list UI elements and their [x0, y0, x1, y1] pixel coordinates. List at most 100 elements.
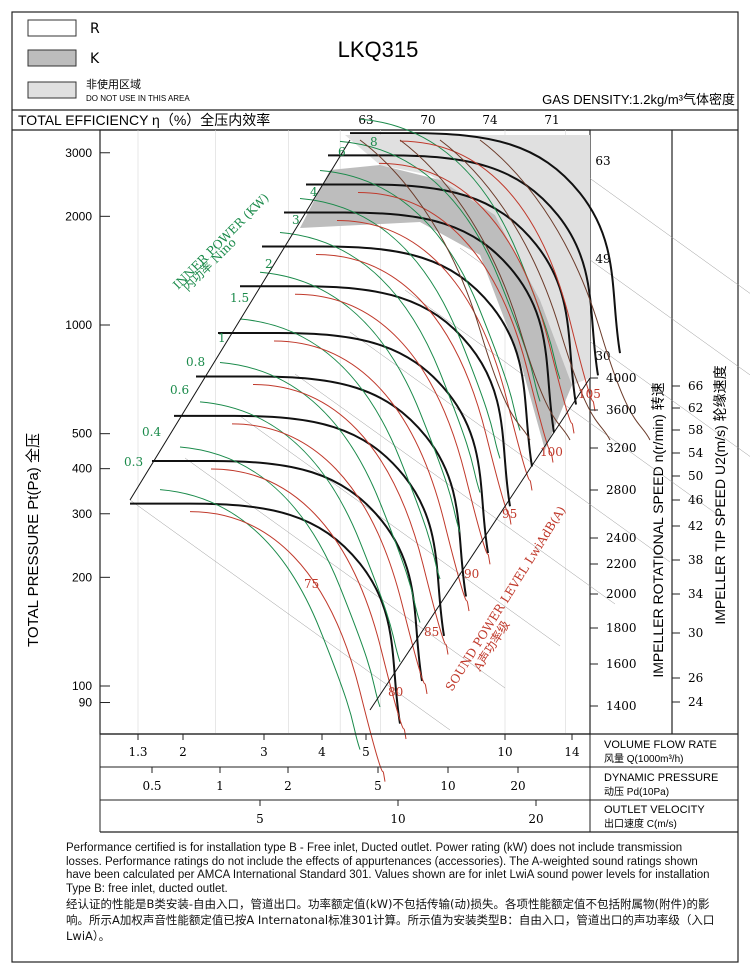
- tip-speed-tick: 62: [688, 401, 703, 415]
- rotational-speed-tick: 2400: [606, 531, 637, 545]
- x-axis-1-label-cn: 风量 Q(1000m³/h): [604, 753, 683, 765]
- speed-axis-label: IMPELLER ROTATIONAL SPEED n(r/min) 转速: [650, 382, 666, 677]
- right-axis-labels: 4000 3600 3200 2800 2400 2200 2000 1800 1600 1400…: [590, 371, 704, 713]
- x-axis-3-label-cn: 出口速度 C(m/s): [604, 817, 677, 830]
- x-axis-1-tick: 14: [564, 745, 580, 759]
- rotational-speed-tick: 3600: [606, 403, 637, 417]
- tip-speed-tick: 24: [688, 695, 704, 709]
- inner-power-value: 6: [338, 145, 346, 159]
- no-use-region: [345, 135, 590, 385]
- speed-curve: [152, 460, 423, 682]
- inner-power-curve: [239, 318, 441, 580]
- grid-line: [184, 457, 506, 689]
- legend: R K 非使用区域 DO NOT USE IN THIS AREA: [27, 19, 190, 103]
- y-tick-label: 300: [72, 507, 92, 521]
- inner-power-curve: [199, 401, 401, 663]
- legend-swatch-r: [27, 19, 77, 37]
- legend-label-noarea-cn: 非使用区域: [86, 78, 141, 91]
- speed-curve: [196, 375, 467, 597]
- y-tick-label: 400: [72, 462, 92, 476]
- inner-power-curve: [359, 118, 561, 380]
- x-axis-1-tick: 4: [318, 745, 326, 759]
- rotational-speed-tick: 2800: [606, 483, 637, 497]
- legend-label-r: R: [90, 21, 100, 37]
- inner-power-value: 3: [292, 213, 300, 227]
- grid-line: [294, 373, 616, 605]
- inner-power-curve: [319, 170, 521, 431]
- grid-line: [349, 331, 671, 563]
- sound-power-value: 105: [578, 387, 601, 401]
- left-boundary: [129, 139, 351, 501]
- speed-curve: [350, 132, 621, 354]
- inner-power-value: 0.3: [124, 455, 143, 469]
- x-axis-3-tick: 10: [390, 812, 405, 826]
- notes-en: Performance certified is for installatio…: [66, 842, 710, 895]
- inner-power-value: 0.8: [186, 355, 205, 369]
- tip-speed-tick: 58: [688, 423, 703, 437]
- y-tick-label: 200: [72, 570, 92, 584]
- sound-power-curve: [315, 253, 512, 525]
- sound-power-value: 85: [424, 625, 439, 639]
- rotational-speed-tick: 1800: [606, 621, 637, 635]
- y-tick-label: 90: [79, 696, 93, 710]
- tip-speed-tick: 46: [688, 493, 703, 507]
- grid-line: [239, 415, 561, 647]
- notes-cn: 经认证的性能是B类安装-自由入口，管道出口。功率额定值(kW)不包括传输(动)损…: [66, 897, 715, 944]
- right-boundary: [369, 377, 591, 711]
- y-tick-label: 1000: [65, 318, 92, 332]
- x-axis-1-label: VOLUME FLOW RATE: [604, 739, 717, 751]
- efficiency-tick: 71: [544, 113, 559, 127]
- x-axis-1-tick: 5: [362, 745, 370, 759]
- sound-power-curve: [210, 468, 407, 740]
- legend-label-noarea-en: DO NOT USE IN THIS AREA: [86, 94, 190, 103]
- tip-speed-tick: 30: [688, 626, 703, 640]
- x-axis-2-label-cn: 动压 Pd(10Pa): [604, 786, 669, 798]
- speed-curve: [284, 211, 555, 433]
- y-tick-label: 100: [72, 679, 92, 693]
- x-axis-2-tick: 5: [374, 779, 382, 793]
- inner-power-label: INNER POWER (KW): [170, 191, 271, 292]
- outer-frame: [11, 11, 739, 963]
- model-title: LKQ315: [338, 37, 419, 62]
- inner-power-curve: [219, 362, 421, 623]
- tip-speed-tick: 42: [688, 519, 703, 533]
- inner-power-value: 1.5: [230, 291, 249, 305]
- efficiency-curve: [359, 139, 531, 441]
- tip-speed-tick: 26: [688, 671, 703, 685]
- tip-speed-tick: 50: [688, 469, 703, 483]
- x-axis-2-tick: 20: [510, 779, 525, 793]
- sound-power-curve: [399, 140, 596, 412]
- sound-power-curve: [378, 162, 575, 434]
- inner-power-value: 8: [370, 135, 378, 149]
- k-region: [300, 165, 572, 450]
- speed-curve: [218, 332, 489, 554]
- x-axis-1-tick: 1.3: [128, 745, 147, 759]
- gas-density: GAS DENSITY:1.2kg/m³气体密度: [542, 92, 735, 107]
- y-tick-labels: 90 100 200 300 400 500 1000 2000 3000: [65, 146, 92, 710]
- efficiency-curve: [399, 139, 571, 441]
- shaded-regions: [300, 135, 590, 450]
- sound-power-value: 95: [502, 507, 517, 521]
- inner-power-curve: [339, 140, 541, 402]
- x-axis-2-tick: 0.5: [142, 779, 161, 793]
- speed-curve: [262, 245, 533, 467]
- x-axis-3-label: OUTLET VELOCITY: [604, 804, 705, 816]
- sound-power-value: 80: [388, 685, 403, 699]
- inner-power-value: 0.4: [142, 425, 161, 439]
- sound-power-curve: [336, 219, 533, 491]
- inner-power-curve: [159, 489, 361, 750]
- sound-power-value: 100: [540, 445, 563, 459]
- efficiency-right-tick: 63: [595, 154, 610, 168]
- x-axis-2-tick: 1: [216, 779, 224, 793]
- rotational-speed-tick: 2200: [606, 557, 637, 571]
- inner-power-value: 1: [218, 331, 226, 345]
- sound-power-value: 75: [304, 577, 319, 591]
- rotational-speed-tick: 4000: [606, 371, 637, 385]
- sound-power-curve: [189, 511, 386, 782]
- inner-power-value: 4: [310, 185, 318, 199]
- inner-power-value: 2: [265, 257, 273, 271]
- curves: [129, 118, 651, 782]
- speed-curve: [306, 183, 577, 405]
